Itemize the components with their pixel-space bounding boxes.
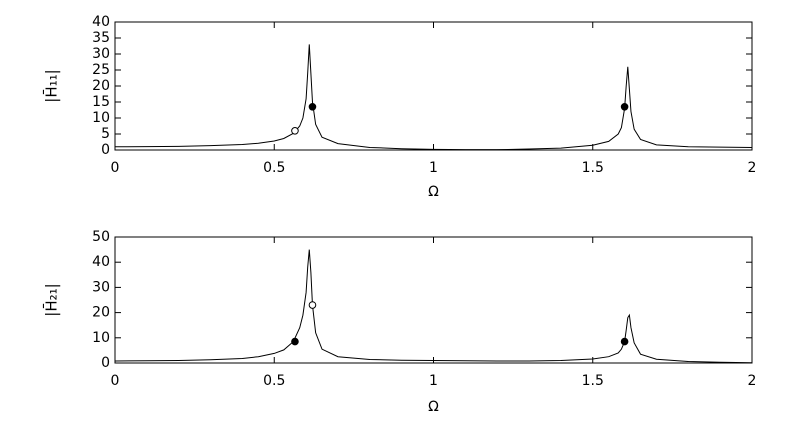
- x-tick-label: 1.5: [582, 373, 604, 389]
- plot-frame: [114, 236, 753, 364]
- y-tick-label: 25: [92, 62, 110, 78]
- y-tick-label: 35: [92, 30, 110, 46]
- point-marker: [308, 301, 317, 309]
- y-tick-label: 20: [92, 78, 110, 94]
- y-tick-label: 10: [92, 330, 110, 346]
- plot-frame: [114, 21, 753, 151]
- y-axis-label: |H̄₂₁|: [42, 283, 61, 316]
- y-tick-label: 10: [92, 110, 110, 126]
- response-curve: [114, 44, 753, 151]
- x-tick-label: 2: [748, 160, 757, 176]
- point-marker: [620, 337, 629, 346]
- x-axis-label: Ω: [428, 399, 439, 415]
- x-tick-label: 0.5: [263, 160, 285, 176]
- x-tick-label: 1: [429, 373, 438, 389]
- y-tick-label: 40: [92, 254, 110, 270]
- x-tick-label: 0: [111, 373, 120, 389]
- x-axis-label: Ω: [428, 184, 439, 200]
- x-tick-label: 2: [748, 373, 757, 389]
- point-marker: [291, 127, 299, 135]
- y-axis-label: |H̄₁₁|: [42, 69, 61, 102]
- x-tick-label: 0: [111, 160, 120, 176]
- point-marker: [291, 337, 299, 346]
- y-tick-label: 50: [92, 229, 110, 245]
- y-tick-label: 30: [92, 46, 110, 62]
- point-marker: [620, 103, 629, 111]
- y-tick-label: 40: [92, 14, 110, 30]
- point-marker: [308, 103, 317, 111]
- y-tick-label: 20: [92, 305, 110, 321]
- x-tick-label: 0.5: [263, 373, 285, 389]
- x-tick-label: 1.5: [582, 160, 604, 176]
- y-tick-label: 15: [92, 94, 110, 110]
- y-tick-label: 0: [101, 355, 110, 371]
- y-tick-label: 30: [92, 279, 110, 295]
- x-tick-label: 1: [429, 160, 438, 176]
- y-tick-label: 5: [101, 126, 110, 142]
- response-curve: [114, 249, 753, 364]
- y-tick-label: 0: [101, 142, 110, 158]
